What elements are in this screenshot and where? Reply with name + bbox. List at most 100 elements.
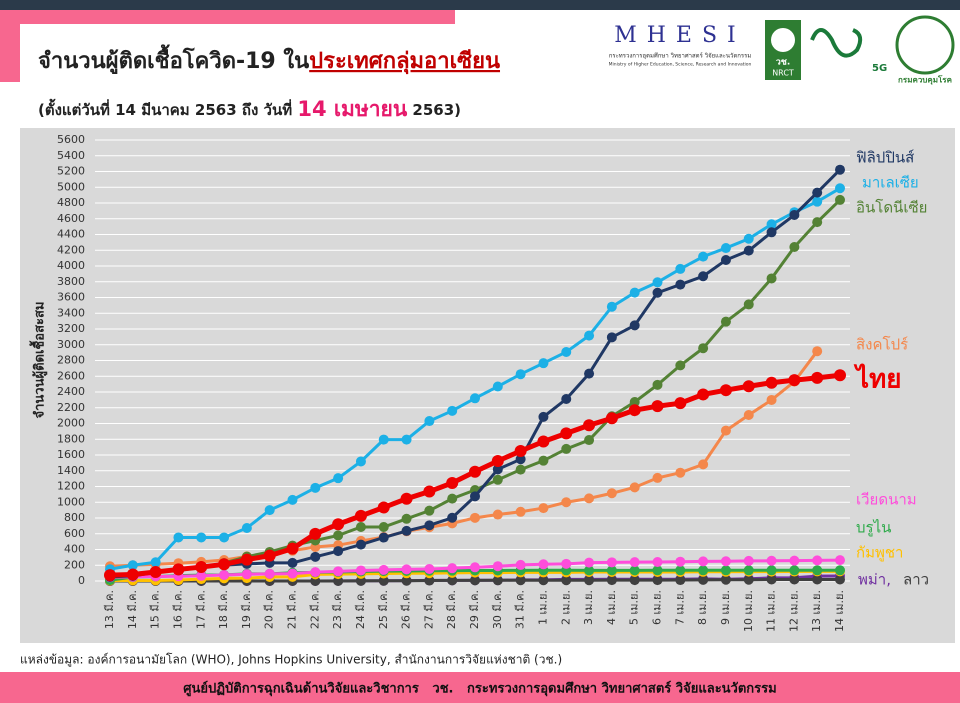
data-point bbox=[812, 196, 823, 207]
data-point bbox=[812, 555, 823, 566]
data-point bbox=[629, 557, 640, 568]
x-tick-label: 25 มี.ค. bbox=[377, 590, 390, 629]
y-tick-label: 3400 bbox=[57, 306, 85, 319]
data-point bbox=[720, 565, 731, 576]
data-point bbox=[401, 564, 412, 575]
data-point bbox=[400, 492, 413, 505]
data-point bbox=[378, 434, 389, 445]
x-tick-label: 18 มี.ค. bbox=[217, 590, 230, 629]
data-point bbox=[333, 530, 344, 541]
data-point bbox=[719, 384, 732, 397]
data-point bbox=[424, 575, 435, 586]
data-point bbox=[606, 332, 617, 343]
y-tick-label: 4000 bbox=[57, 259, 85, 272]
data-point bbox=[606, 488, 617, 499]
data-point bbox=[629, 320, 640, 331]
top-bar bbox=[0, 0, 960, 10]
data-point bbox=[219, 532, 230, 543]
x-tick-label: 14 เม.ย. bbox=[833, 590, 846, 632]
data-point bbox=[765, 376, 778, 389]
data-point bbox=[470, 575, 480, 586]
series bbox=[104, 369, 846, 582]
data-point bbox=[788, 374, 801, 387]
y-tick-label: 5600 bbox=[57, 133, 85, 146]
data-point bbox=[492, 474, 503, 485]
data-point bbox=[401, 575, 412, 586]
x-tick-label: 1 เม.ย. bbox=[536, 590, 549, 625]
legend-label: เวียดนาม bbox=[856, 491, 917, 509]
data-point bbox=[195, 561, 208, 574]
data-point bbox=[675, 575, 686, 586]
data-point bbox=[515, 454, 526, 465]
y-tick-label: 600 bbox=[64, 527, 85, 540]
data-point bbox=[150, 557, 161, 568]
y-tick-label: 2000 bbox=[57, 417, 85, 430]
data-point bbox=[789, 242, 800, 253]
data-point bbox=[515, 506, 526, 517]
logo-text: NRCT bbox=[772, 69, 794, 78]
data-point bbox=[698, 565, 709, 576]
data-point bbox=[355, 521, 366, 532]
data-point bbox=[149, 566, 162, 579]
y-tick-label: 5000 bbox=[57, 180, 85, 193]
series bbox=[105, 555, 845, 583]
data-point bbox=[333, 566, 344, 577]
x-tick-label: 13 มี.ค. bbox=[103, 590, 116, 629]
data-point bbox=[652, 379, 663, 390]
data-point bbox=[561, 497, 572, 508]
data-point bbox=[538, 559, 549, 570]
y-tick-label: 1600 bbox=[57, 448, 85, 461]
data-point bbox=[377, 501, 390, 514]
data-point bbox=[652, 287, 663, 298]
data-point bbox=[355, 539, 366, 550]
data-point bbox=[834, 369, 846, 382]
data-point bbox=[605, 412, 618, 425]
data-point bbox=[698, 556, 709, 567]
x-tick-label: 10 เม.ย. bbox=[742, 590, 755, 632]
y-tick-label: 3800 bbox=[57, 275, 85, 288]
data-point bbox=[835, 555, 845, 566]
subtitle-part: (ตั้งแต่วันที่ 14 มีนาคม 2563 ถึง วันที่ bbox=[38, 98, 292, 119]
x-tick-label: 27 มี.ค. bbox=[422, 590, 435, 629]
legend-label: บรูไน bbox=[856, 519, 891, 537]
data-point bbox=[469, 465, 481, 478]
data-point bbox=[241, 523, 252, 534]
x-tick-label: 22 มี.ค. bbox=[308, 590, 321, 629]
y-tick-label: 1400 bbox=[57, 464, 85, 477]
data-point bbox=[470, 512, 480, 523]
legend-label: ไทย bbox=[853, 363, 901, 395]
data-point bbox=[766, 555, 777, 566]
chart-title: จำนวนผู้ติดเชื้อโควิด-19 ในประเทศกลุ่มอา… bbox=[38, 44, 500, 75]
footer: ศูนย์ปฏิบัติการฉุกเฉินด้านวิจัยและวิชากา… bbox=[183, 681, 776, 697]
data-point bbox=[652, 575, 663, 586]
data-point bbox=[492, 575, 503, 586]
y-tick-label: 4400 bbox=[57, 228, 85, 241]
data-point bbox=[766, 219, 777, 230]
data-point bbox=[652, 565, 663, 576]
y-tick-label: 4600 bbox=[57, 212, 85, 225]
x-tick-label: 31 มี.ค. bbox=[514, 590, 527, 629]
x-tick-label: 11 เม.ย. bbox=[765, 590, 778, 632]
data-point bbox=[447, 512, 458, 523]
data-point bbox=[424, 416, 435, 427]
y-tick-label: 2600 bbox=[57, 369, 85, 382]
legend-label: ฟิลิปปินส์ bbox=[856, 149, 914, 167]
data-point bbox=[720, 255, 731, 266]
y-tick-label: 200 bbox=[64, 558, 85, 571]
data-point bbox=[424, 563, 435, 574]
data-point bbox=[492, 509, 503, 520]
x-tick-label: 8 เม.ย. bbox=[696, 590, 709, 625]
data-point bbox=[835, 194, 845, 205]
data-point bbox=[424, 505, 435, 516]
data-point bbox=[698, 574, 709, 585]
data-point bbox=[126, 568, 139, 581]
data-point bbox=[538, 455, 549, 466]
data-point bbox=[378, 532, 389, 543]
x-tick-label: 26 มี.ค. bbox=[400, 590, 413, 629]
data-point bbox=[538, 575, 549, 586]
data-point bbox=[218, 558, 231, 571]
data-point bbox=[561, 443, 572, 454]
data-point bbox=[812, 574, 823, 585]
data-point bbox=[310, 567, 321, 578]
